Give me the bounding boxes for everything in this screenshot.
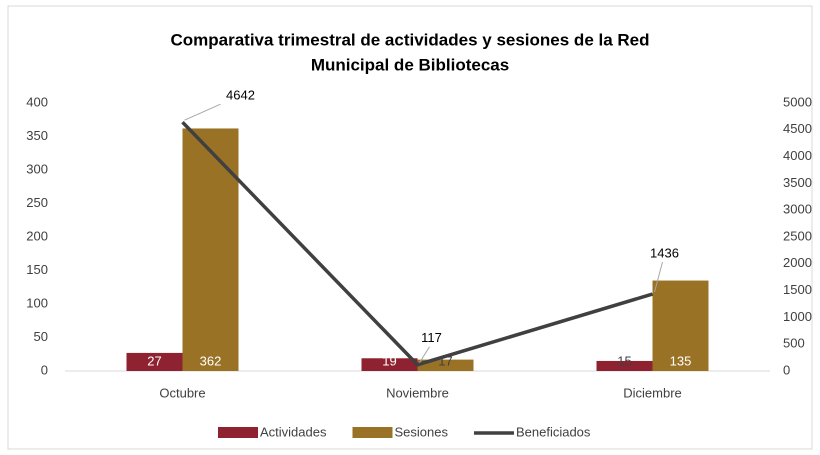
chart-title: Comparativa trimestral de actividades y …: [170, 30, 649, 49]
data-label: 15: [617, 353, 631, 368]
y-tick-label: 350: [26, 128, 48, 143]
y2-tick-label: 5000: [783, 94, 812, 109]
bar: [361, 358, 418, 371]
y2-tick-label: 1000: [783, 309, 812, 324]
line: [181, 120, 654, 367]
legend-label: Beneficiados: [516, 424, 591, 439]
data-label: 135: [670, 353, 692, 368]
y2-tick-label: 3500: [783, 175, 812, 190]
bar: [182, 128, 239, 371]
y2-tick-label: 0: [783, 362, 790, 377]
data-label: 117: [421, 330, 442, 345]
leader-line: [184, 103, 221, 121]
chart-border: [7, 5, 813, 450]
y2-tick-label: 2000: [783, 255, 812, 270]
data-label: 27: [147, 353, 161, 368]
y-tick-label: 300: [26, 161, 48, 176]
y-tick-label: 50: [34, 329, 48, 344]
y2-tick-label: 1500: [783, 282, 812, 297]
y2-tick-label: 2500: [783, 228, 812, 243]
x-tick-label: Noviembre: [386, 385, 449, 400]
y-tick-label: 100: [26, 295, 48, 310]
y2-tick-label: 4000: [783, 148, 812, 163]
x-tick-label: Octubre: [159, 385, 205, 400]
y2-tick-label: 4500: [783, 121, 812, 136]
y-tick-label: 200: [26, 228, 48, 243]
bar: [417, 359, 474, 371]
leader-line: [419, 346, 430, 363]
legend-swatch: [218, 427, 258, 438]
y2-tick-label: 500: [783, 336, 805, 351]
leader-line: [654, 261, 663, 293]
legend-label: Actividades: [260, 424, 327, 439]
data-label: 4642: [226, 88, 255, 103]
x-tick-label: Diciembre: [623, 385, 682, 400]
y-tick-label: 150: [26, 262, 48, 277]
data-label: 19: [382, 353, 396, 368]
y-tick-label: 0: [41, 362, 48, 377]
legend-label: Sesiones: [394, 424, 448, 439]
bar: [126, 352, 183, 371]
bar: [596, 360, 653, 371]
y2-tick-label: 3000: [783, 202, 812, 217]
bar: [652, 280, 709, 371]
chart-title: Municipal de Bibliotecas: [311, 55, 509, 74]
y-tick-label: 250: [26, 195, 48, 210]
data-label: 362: [200, 353, 222, 368]
y-tick-label: 400: [26, 94, 48, 109]
data-label: 1436: [650, 245, 679, 260]
legend-swatch: [352, 427, 393, 438]
